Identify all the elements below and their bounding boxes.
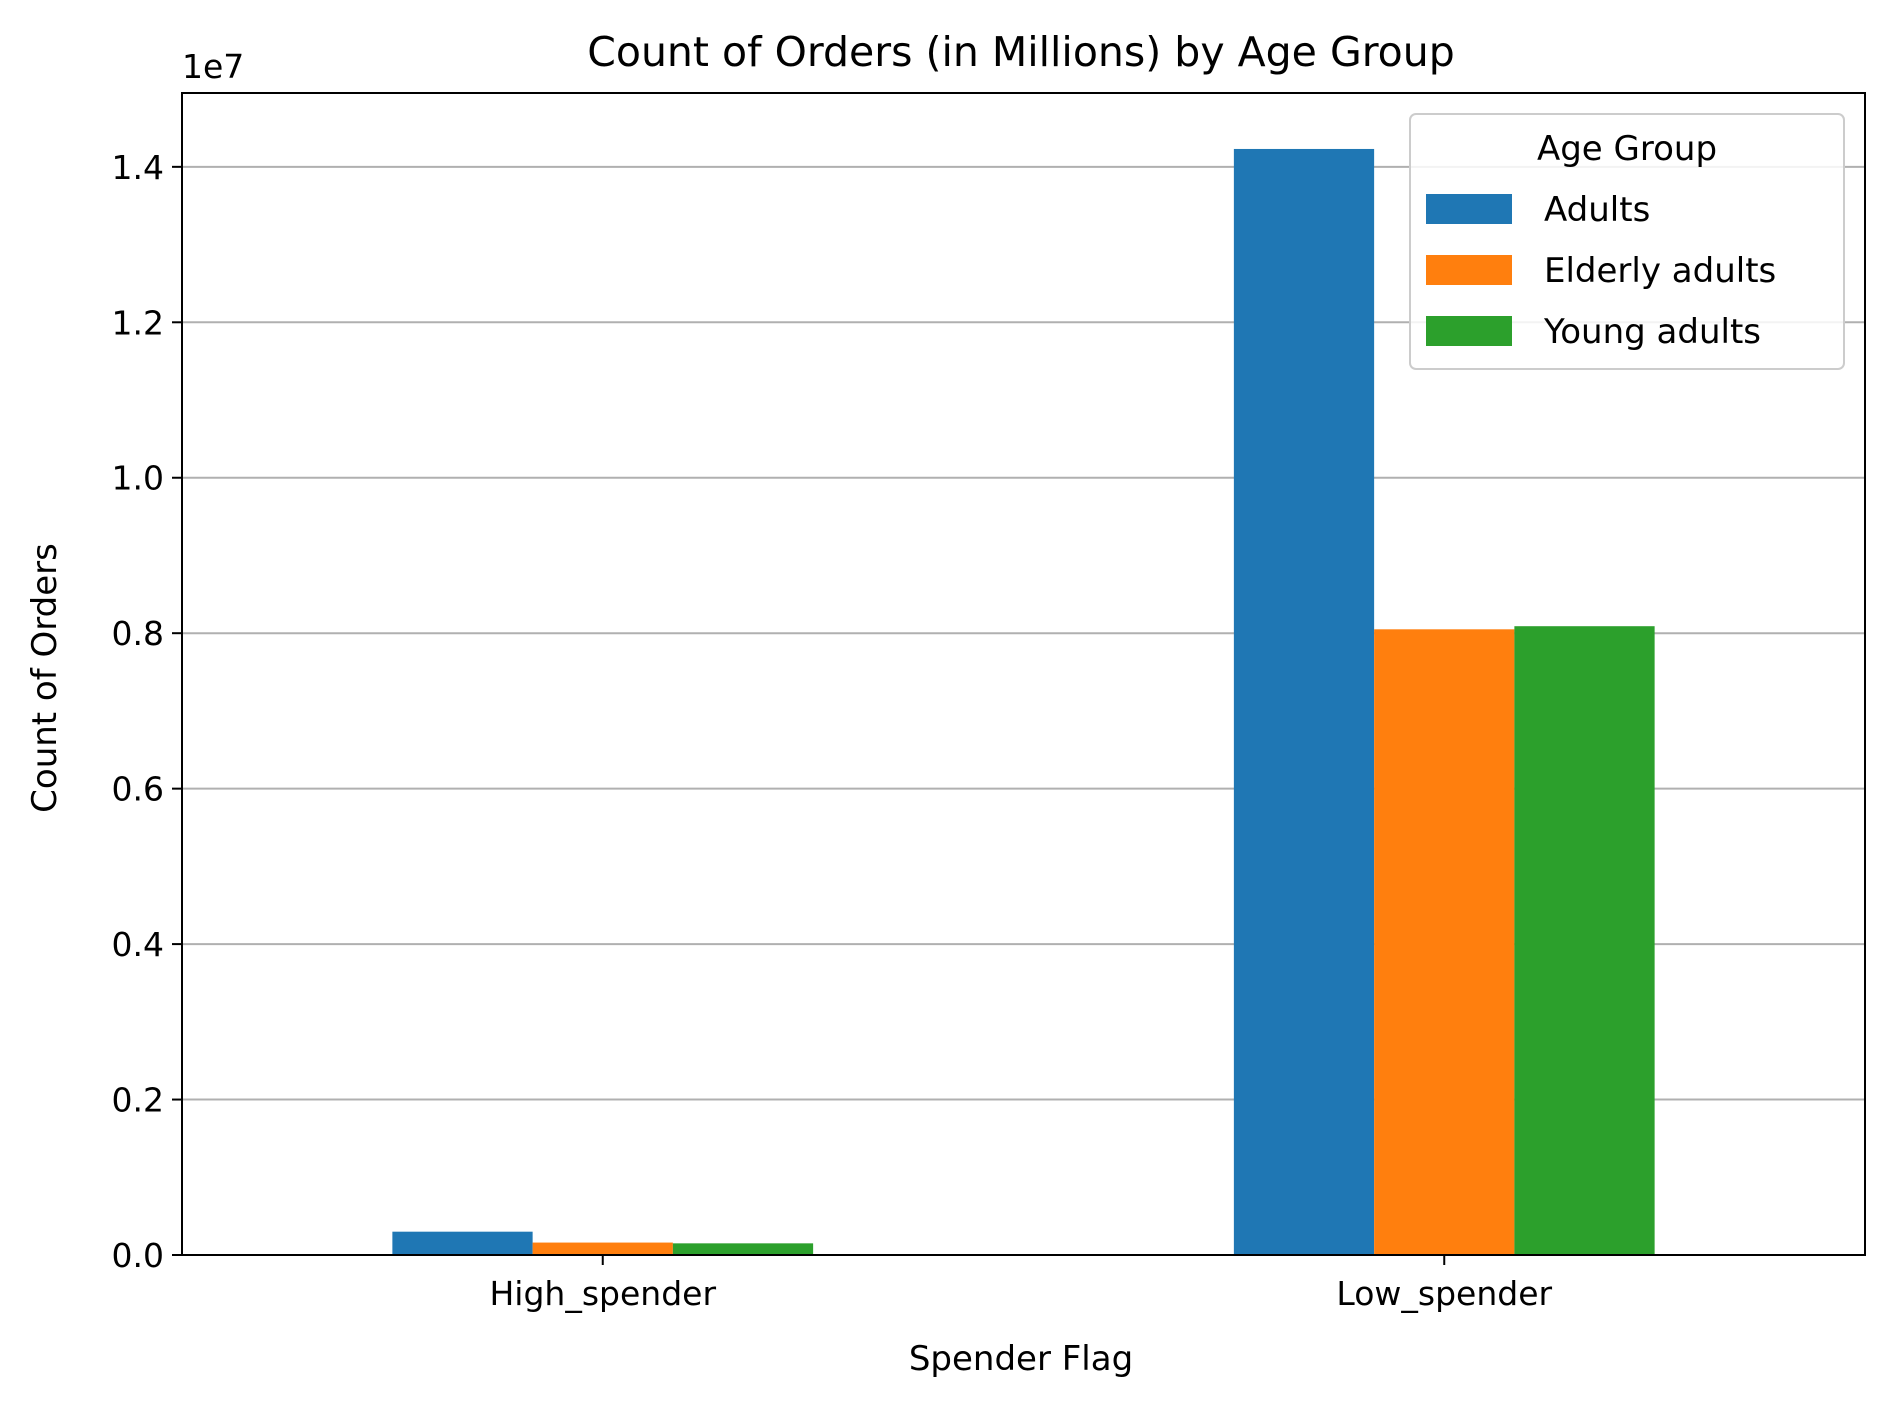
- legend-items: Adults Elderly adults Young adults: [1426, 190, 1776, 352]
- bar: [1233, 148, 1375, 1256]
- y-tick-label: 0.4: [112, 925, 164, 964]
- y-tick-label: 0.2: [112, 1081, 164, 1120]
- y-tick-label: 1.0: [112, 459, 164, 498]
- y-tick-label: 0.6: [112, 770, 164, 809]
- axes: 0.0 0.2 0.4 0.6 0.8 1.0 1.2 1.4 High_spender Low_…: [112, 148, 1553, 1313]
- legend-box: [1409, 113, 1845, 370]
- y-axis-multiplier: 1e7: [182, 47, 244, 86]
- y-tick-label: 1.2: [112, 303, 164, 342]
- legend-swatch: [1426, 316, 1512, 346]
- y-axis-label: Count of Orders: [25, 543, 65, 813]
- y-tick-label: 0.8: [112, 614, 164, 653]
- bar: [532, 1242, 673, 1255]
- legend-entry-label: Elderly adults: [1544, 251, 1776, 291]
- plot-frame: [181, 92, 1866, 1256]
- legend: Age Group Adults Elderly adults Young adul…: [1409, 113, 1845, 370]
- y-tick-label: 1.4: [112, 148, 164, 187]
- bar: [1514, 626, 1655, 1255]
- legend-entry-label: Young adults: [1543, 312, 1761, 352]
- legend-swatch: [1426, 255, 1512, 285]
- bar: [672, 1243, 814, 1255]
- legend-title: Age Group: [1537, 129, 1717, 169]
- x-tick-label: Low_spender: [1336, 1274, 1552, 1313]
- legend-swatch: [1426, 194, 1512, 224]
- bars: [392, 148, 1655, 1256]
- legend-entry-label: Adults: [1544, 190, 1650, 230]
- x-tick-label: High_spender: [489, 1274, 716, 1313]
- x-axis-label: Spender Flag: [909, 1339, 1133, 1379]
- chart-title: Count of Orders (in Millions) by Age Gro…: [587, 28, 1455, 76]
- y-tick-label: 0.0: [112, 1236, 164, 1275]
- bar: [1374, 629, 1515, 1255]
- bar: [392, 1231, 533, 1255]
